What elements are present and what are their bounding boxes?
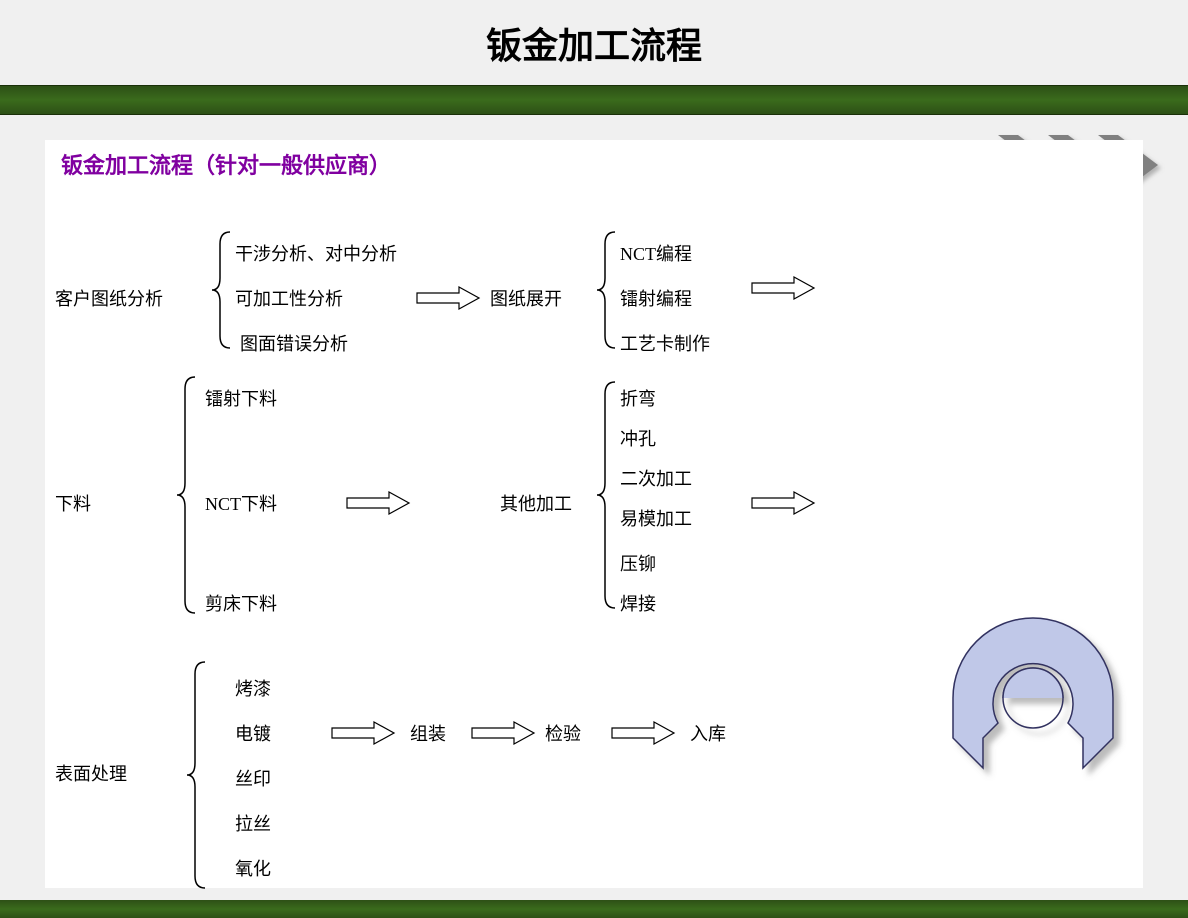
chain-text-2-1: 组装	[410, 720, 446, 746]
flow-main-0: 客户图纸分析	[55, 285, 163, 311]
flow-sub1-2-4: 氧化	[235, 855, 271, 881]
flow-sub1-0-0: 干涉分析、对中分析	[235, 240, 397, 266]
arrow-1-2	[750, 490, 820, 516]
flow-main-1: 下料	[55, 490, 91, 516]
flow-sub1-1-2: 剪床下料	[205, 590, 277, 616]
arrow-0-2	[750, 275, 820, 301]
flow-sub2-1-4: 压铆	[620, 550, 656, 576]
brace-1-2	[595, 380, 620, 610]
flow-sub2-0-0: NCT编程	[620, 240, 692, 266]
flow-sub1-1-1: NCT下料	[205, 490, 277, 516]
page-title: 钣金加工流程	[486, 17, 702, 69]
flow-sub2-1-0: 折弯	[620, 385, 656, 411]
brace-2-1	[185, 660, 210, 890]
subtitle: 钣金加工流程（针对一般供应商）	[61, 148, 391, 180]
flow-sub2-0-1: 镭射编程	[620, 285, 692, 311]
chain-arrow-2-0	[330, 720, 400, 746]
title-area: 钣金加工流程	[0, 0, 1188, 85]
circular-logo-icon	[928, 598, 1148, 818]
flow-mid-0: 图纸展开	[490, 285, 562, 311]
chain-arrow-2-2	[470, 720, 540, 746]
flow-sub1-2-1: 电镀	[235, 720, 271, 746]
bottom-bar	[0, 900, 1188, 918]
flow-main-2: 表面处理	[55, 760, 127, 786]
flow-sub1-2-3: 拉丝	[235, 810, 271, 836]
flow-sub1-0-1: 可加工性分析	[235, 285, 343, 311]
brace-1-1	[175, 375, 200, 615]
brace-0-2	[595, 230, 620, 350]
arrow-0-1	[415, 285, 485, 311]
slide: 钣金加工流程 钣金加工流程（针对一般供应商） 客户图纸分析 干涉分析、对中分析可加…	[0, 0, 1188, 918]
flow-sub1-2-0: 烤漆	[235, 675, 271, 701]
flow-sub2-1-2: 二次加工	[620, 465, 692, 491]
flow-sub2-1-5: 焊接	[620, 590, 656, 616]
flow-sub1-0-2: 图面错误分析	[240, 330, 348, 356]
brace-0-1	[210, 230, 235, 350]
chain-text-2-3: 检验	[545, 720, 581, 746]
title-bar	[0, 85, 1188, 115]
flow-sub2-1-3: 易模加工	[620, 505, 692, 531]
arrow-1-1	[345, 490, 415, 516]
flow-sub2-1-1: 冲孔	[620, 425, 656, 451]
flow-sub1-2-2: 丝印	[235, 765, 271, 791]
chain-arrow-2-4	[610, 720, 680, 746]
flow-sub2-0-2: 工艺卡制作	[620, 330, 710, 356]
flow-sub1-1-0: 镭射下料	[205, 385, 277, 411]
chain-text-2-5: 入库	[690, 720, 726, 746]
flow-mid-1: 其他加工	[500, 490, 572, 516]
